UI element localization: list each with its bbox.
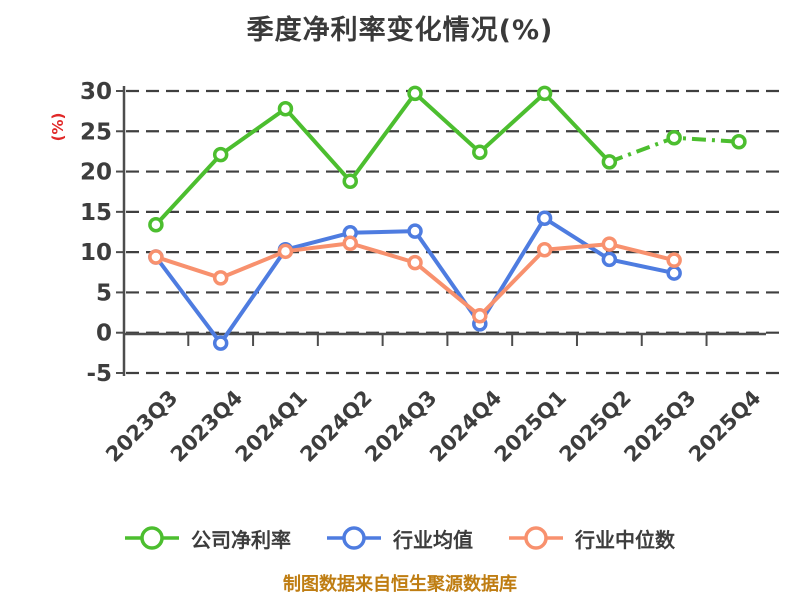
y-tick-label: 0 (96, 321, 112, 347)
data-point-marker (536, 85, 553, 102)
y-tick-label: 5 (96, 280, 112, 306)
data-point-marker (407, 254, 423, 271)
data-point-marker (536, 210, 553, 227)
y-tick-label: 25 (80, 119, 112, 145)
legend-label: 公司净利率 (191, 527, 291, 552)
y-tick-label: 15 (80, 200, 112, 226)
data-source-caption: 制图数据来自恒生聚源数据库 (283, 574, 517, 595)
legend-marker-icon (125, 526, 179, 550)
data-point-marker (731, 133, 747, 150)
series-line-2 (155, 241, 675, 318)
legend-item-1[interactable]: 行业均值 (327, 524, 473, 553)
x-tick-label: 2025Q4 (684, 386, 765, 467)
data-point-marker (472, 308, 488, 324)
data-point-marker (666, 252, 682, 268)
data-point-marker (407, 85, 423, 102)
y-tick-label: 10 (80, 240, 112, 266)
data-point-marker (601, 236, 618, 252)
plot-area: 302520151050-52023Q32023Q42024Q12024Q220… (49, 79, 779, 467)
y-axis-unit-label: (%) (49, 113, 67, 142)
data-point-marker (472, 144, 488, 160)
data-point-marker (148, 249, 164, 265)
data-point-marker (601, 251, 618, 268)
legend-marker-icon (509, 526, 563, 550)
chart-title: 季度净利率变化情况(%) (246, 15, 554, 46)
legend-marker-icon (327, 526, 381, 550)
series-line-0 (154, 91, 611, 227)
legend-label: 行业中位数 (575, 527, 675, 552)
legend-item-2[interactable]: 行业中位数 (509, 524, 675, 553)
data-point-marker (277, 243, 294, 260)
legend-item-0[interactable]: 公司净利率 (125, 524, 291, 553)
data-point-marker (212, 270, 229, 286)
data-point-marker (407, 223, 423, 239)
y-tick-label: 20 (80, 160, 112, 186)
y-tick-label: -5 (86, 361, 112, 387)
data-point-marker (666, 265, 682, 281)
data-point-marker (536, 241, 553, 258)
data-point-marker (148, 216, 164, 233)
data-point-marker (342, 173, 358, 189)
data-point-marker (666, 129, 682, 146)
data-point-marker (212, 146, 229, 163)
data-point-marker (601, 154, 618, 170)
data-point-marker (342, 235, 358, 252)
data-point-marker (277, 100, 294, 117)
legend: 公司净利率 行业均值 行业中位数 (0, 512, 800, 564)
data-point-marker (212, 335, 229, 351)
y-tick-label: 30 (80, 79, 112, 105)
legend-label: 行业均值 (393, 527, 473, 552)
